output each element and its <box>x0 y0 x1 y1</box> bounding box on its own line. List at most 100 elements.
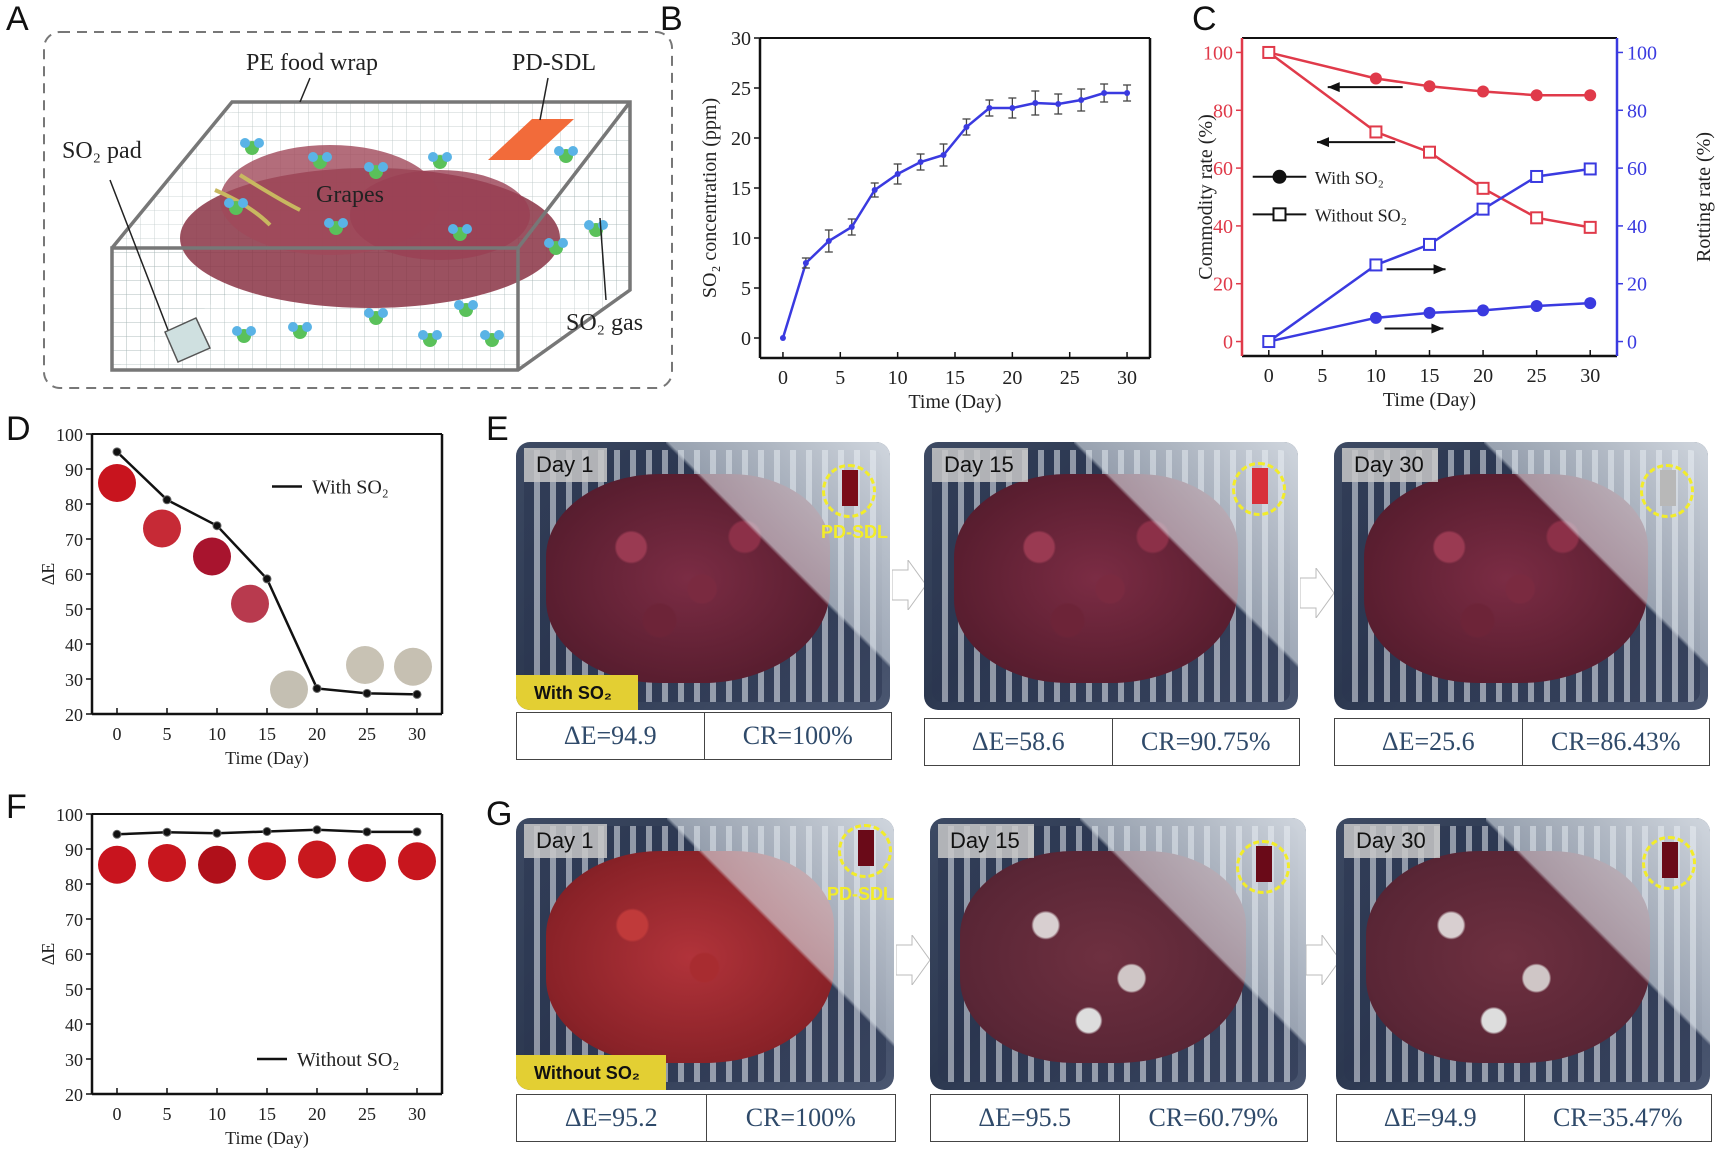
data-point <box>825 238 832 244</box>
y-tick-label: 30 <box>65 670 83 690</box>
data-point <box>112 829 122 839</box>
data-point <box>894 171 901 177</box>
y-tick-label: 70 <box>65 910 83 930</box>
y-tick-label: 60 <box>65 565 83 585</box>
data-point <box>162 495 172 505</box>
so2-molecules <box>224 138 608 347</box>
legend-marker <box>1272 207 1287 222</box>
x-tick-label: 25 <box>358 1104 376 1124</box>
x-tick-label: 10 <box>208 1104 226 1124</box>
color-swatch <box>193 537 231 576</box>
y-tick-label: 30 <box>65 1050 83 1070</box>
pd-sdl-label: PD-SDL <box>827 884 894 904</box>
panel-label-d: D <box>6 410 31 448</box>
commodity-rate-value: CR=100% <box>745 1103 856 1132</box>
pd-sdl-film <box>1256 846 1272 882</box>
day-label: Day 1 <box>524 824 608 858</box>
commodity-rate-value: CR=60.79% <box>1148 1103 1278 1132</box>
day-label: Day 1 <box>524 448 608 482</box>
color-swatch <box>143 509 181 548</box>
data-point <box>1369 258 1383 272</box>
x-tick-label: 15 <box>258 1104 276 1124</box>
sdl-highlight-ring <box>822 464 876 518</box>
y-tick-label: 20 <box>65 705 83 725</box>
data-point <box>212 828 222 838</box>
y-tick-label: 100 <box>56 805 83 825</box>
day-label: Day 30 <box>1344 824 1440 858</box>
color-swatch <box>394 647 432 686</box>
data-point <box>1423 80 1436 93</box>
grape-cluster <box>180 145 560 308</box>
pd-sdl-film <box>1660 470 1676 506</box>
x-axis-title: Time (Day) <box>225 748 309 769</box>
x-tick-label: 20 <box>1002 367 1022 389</box>
arrowhead-icon <box>1327 82 1340 93</box>
data-point <box>262 574 272 584</box>
y-tick-label: 10 <box>731 228 751 250</box>
data-point <box>212 521 222 531</box>
x-axis-title: Time (Day) <box>908 391 1001 413</box>
data-point <box>1124 90 1131 96</box>
x-tick-label: 10 <box>1366 365 1386 387</box>
y-tick-label: 40 <box>1213 216 1233 238</box>
delta-e-value: ΔE=94.9 <box>517 713 705 759</box>
panel-label-a: A <box>6 0 29 38</box>
arrowhead-icon <box>1433 264 1446 275</box>
y-tick-label: 100 <box>1203 42 1233 64</box>
pd-sdl-film <box>1252 468 1268 504</box>
x-tick-label: 0 <box>1264 365 1274 387</box>
values-g-day15: ΔE=95.5 CR=60.79% <box>930 1094 1308 1142</box>
pd-sdl-label: PD-SDL <box>821 522 888 542</box>
data-point <box>1032 100 1039 106</box>
delta-e-value: ΔE=94.9 <box>1337 1095 1525 1141</box>
legend-label: Without SO₂ <box>1315 205 1407 225</box>
data-point <box>802 260 809 266</box>
box-edges <box>110 100 632 372</box>
y-tick-label: 80 <box>65 875 83 895</box>
x-tick-label: 25 <box>358 724 376 744</box>
commodity-rate-value: CR=35.47% <box>1552 1103 1683 1132</box>
color-swatch <box>398 842 436 881</box>
y-tick-label: 90 <box>65 840 83 860</box>
data-point <box>1101 90 1108 96</box>
sdl-highlight-ring <box>1640 464 1694 518</box>
y-tick-label: 20 <box>1213 274 1233 296</box>
y-tick-label: 60 <box>1213 158 1233 180</box>
condition-label: With SO₂ <box>516 675 638 710</box>
commodity-rate-value: CR=100% <box>742 721 853 750</box>
sdl-highlight-ring <box>1236 840 1290 894</box>
x-axis-title: Time (Day) <box>1383 389 1476 411</box>
y-axis-title-right: Rotting rate (%) <box>1693 132 1715 262</box>
x-tick-label: 5 <box>1317 365 1327 387</box>
data-point <box>871 187 878 193</box>
chart-b-so2-concentration: 0 5 10 15 20 25 30 0 5 10 15 20 25 30 Time (Day) SO₂ co… <box>699 28 1152 413</box>
x-tick-label: 10 <box>888 367 908 389</box>
delta-e-value: ΔE=25.6 <box>1335 719 1523 765</box>
chart-d-delta-e-with-so2: 0 5 10 15 20 25 30 20 30 40 50 60 70 80 90 100 Time (Day… <box>38 425 444 769</box>
arrowhead-icon <box>1317 137 1329 148</box>
y-tick-label: 90 <box>65 460 83 480</box>
data-point <box>917 159 924 165</box>
data-point <box>1262 45 1276 59</box>
y-tick-label: 70 <box>65 530 83 550</box>
arrow-icon <box>1306 935 1340 985</box>
y-axis-title: ΔE <box>38 943 58 966</box>
data-point <box>112 447 122 457</box>
delta-e-value: ΔE=95.2 <box>517 1095 707 1141</box>
y-tick-label: 25 <box>731 78 751 100</box>
photo-g-day1: Day 1 PD-SDL Without SO₂ <box>516 818 894 1090</box>
photo-g-day15: Day 15 <box>930 818 1306 1090</box>
y-tick-label: 50 <box>65 980 83 1000</box>
x-tick-label: 10 <box>208 724 226 744</box>
x-tick-label: 25 <box>1060 367 1080 389</box>
y-tick-label: 20 <box>65 1085 83 1105</box>
day-label: Day 15 <box>938 824 1034 858</box>
y-tick-label: 15 <box>731 178 751 200</box>
sdl-highlight-ring <box>1642 836 1696 890</box>
label-so2-pad: SO₂ pad <box>62 138 142 164</box>
x-tick-label: 20 <box>308 1104 326 1124</box>
data-point <box>1369 125 1383 139</box>
y-tick-label: 30 <box>731 28 751 50</box>
data-point <box>312 683 322 693</box>
panel-label-e: E <box>486 410 509 448</box>
